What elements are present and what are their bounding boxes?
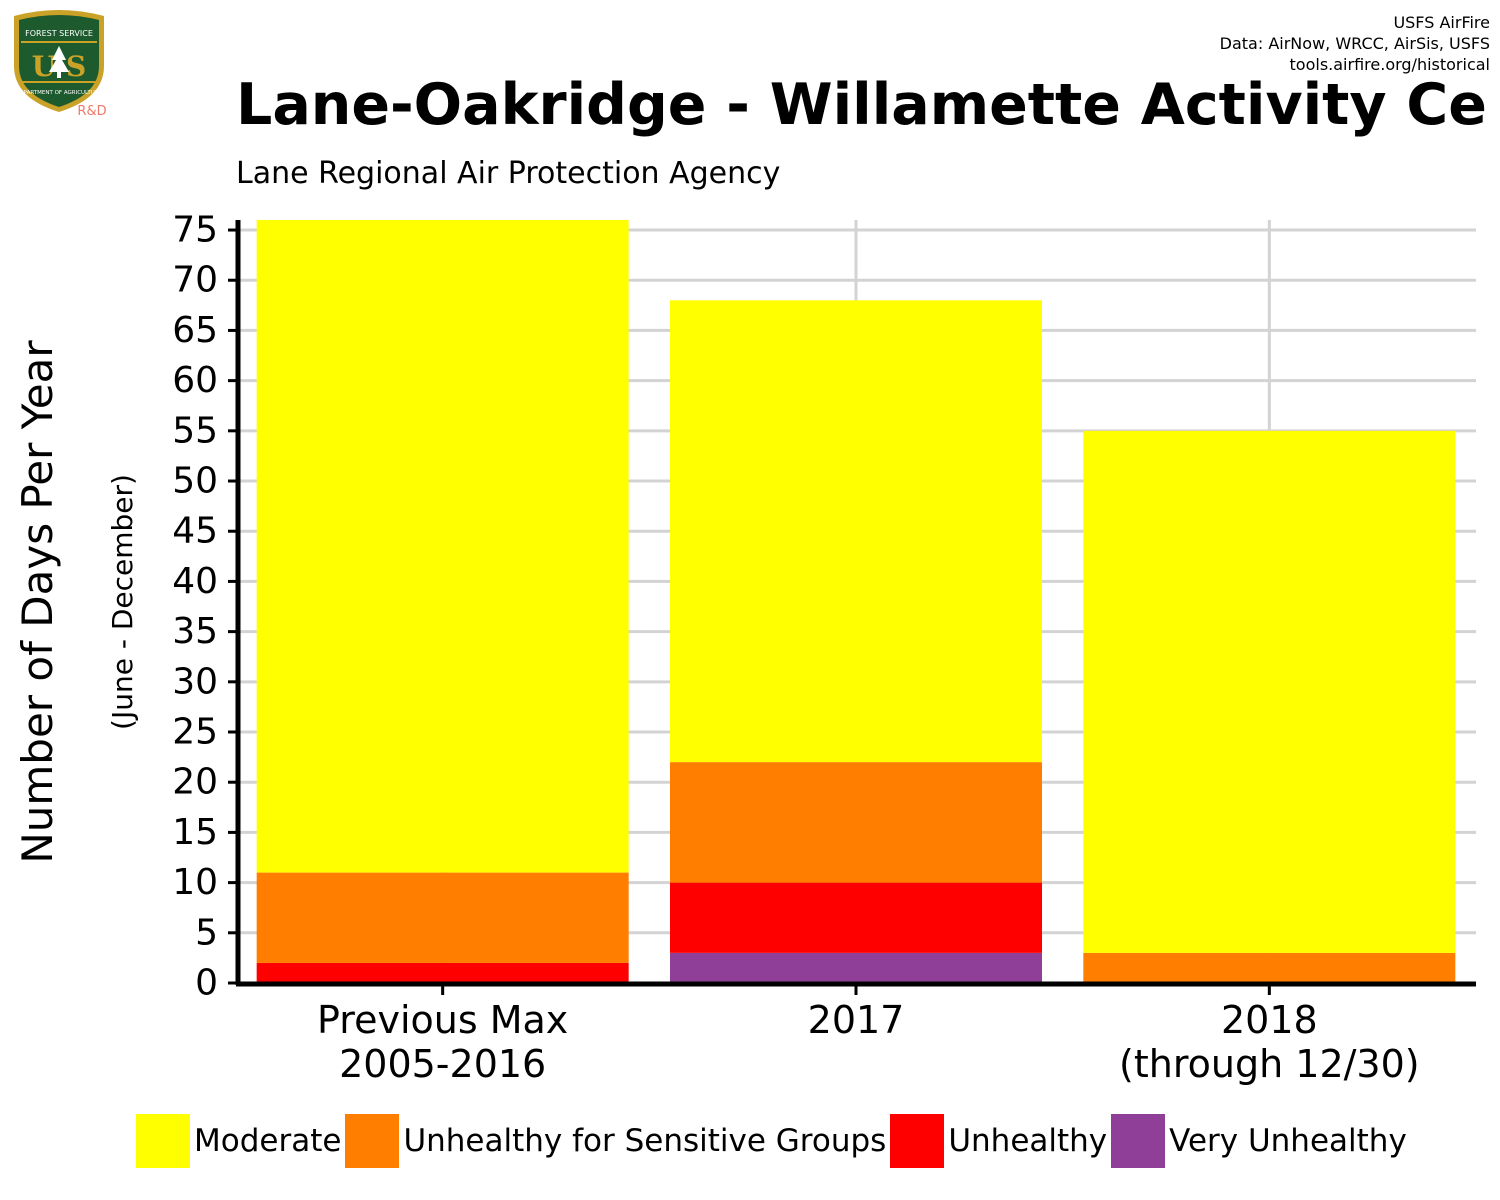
legend-item: Unhealthy for Sensitive Groups [345, 1114, 886, 1168]
x-tick-label: 2018 (through 12/30) [1119, 998, 1420, 1086]
x-tick-label: Previous Max 2005-2016 [317, 998, 568, 1086]
y-tick-label: 5 [195, 912, 218, 953]
bar-segment [1083, 952, 1456, 983]
chart-subtitle: Lane Regional Air Protection Agency [236, 156, 781, 191]
legend-item: Unhealthy [890, 1114, 1107, 1168]
y-tick-label: 35 [172, 611, 218, 652]
legend-label: Unhealthy [948, 1123, 1108, 1159]
bar-segment [670, 882, 1042, 953]
y-tick-label: 50 [172, 461, 218, 502]
credit-line-2: Data: AirNow, WRCC, AirSis, USFS [1219, 34, 1490, 53]
legend-swatch [1111, 1114, 1166, 1168]
y-tick-label: 20 [172, 762, 218, 803]
logo-top-text: FOREST SERVICE [25, 29, 93, 38]
y-axis-title: Number of Days Per Year [13, 340, 62, 864]
legend-swatch [890, 1114, 945, 1168]
legend-swatch [136, 1114, 190, 1168]
logo-bottom-text: DEPARTMENT OF AGRICULTURE [16, 90, 103, 96]
y-tick-label: 70 [172, 260, 218, 301]
bar-segment [256, 962, 629, 983]
y-tick-label: 40 [172, 561, 218, 602]
y-tick-label: 60 [172, 360, 218, 401]
chart-title: Lane-Oakridge - Willamette Activity Ce [236, 72, 1487, 138]
bar-segment [256, 872, 629, 963]
credits: USFS AirFire Data: AirNow, WRCC, AirSis,… [1220, 12, 1490, 75]
y-tick-label: 15 [172, 812, 218, 853]
y-axis-subtitle: (June - December) [106, 474, 139, 730]
y-tick-label: 75 [172, 210, 218, 251]
logo-tag: R&D [77, 104, 106, 118]
legend-label: Moderate [194, 1123, 342, 1159]
bar-segment [1083, 430, 1456, 953]
legend-item: Moderate [136, 1114, 341, 1168]
usfs-shield-logo: FOREST SERVICE U S DEPARTMENT OF AGRICUL… [6, 8, 112, 119]
credit-line-1: USFS AirFire [1393, 13, 1490, 32]
bar-segment [670, 762, 1042, 883]
legend-item: Very Unhealthy [1111, 1114, 1407, 1168]
y-tick-label: 30 [172, 661, 218, 702]
x-tick-label: 2017 [808, 998, 905, 1042]
y-tick-label: 25 [172, 712, 218, 753]
bar-segment [670, 952, 1042, 983]
bar-segment [256, 220, 629, 873]
y-tick-label: 55 [172, 410, 218, 451]
bar-segment [670, 300, 1042, 763]
y-tick-label: 45 [172, 511, 218, 552]
legend-label: Unhealthy for Sensitive Groups [403, 1123, 887, 1159]
legend-label: Very Unhealthy [1169, 1123, 1407, 1159]
credit-line-3: tools.airfire.org/historical [1289, 55, 1490, 74]
y-tick-label: 65 [172, 310, 218, 351]
y-tick-label: 10 [172, 862, 218, 903]
legend: Moderate Unhealthy for Sensitive Groups Un… [136, 1114, 1411, 1168]
legend-swatch [345, 1114, 400, 1168]
y-tick-label: 0 [195, 963, 218, 1004]
